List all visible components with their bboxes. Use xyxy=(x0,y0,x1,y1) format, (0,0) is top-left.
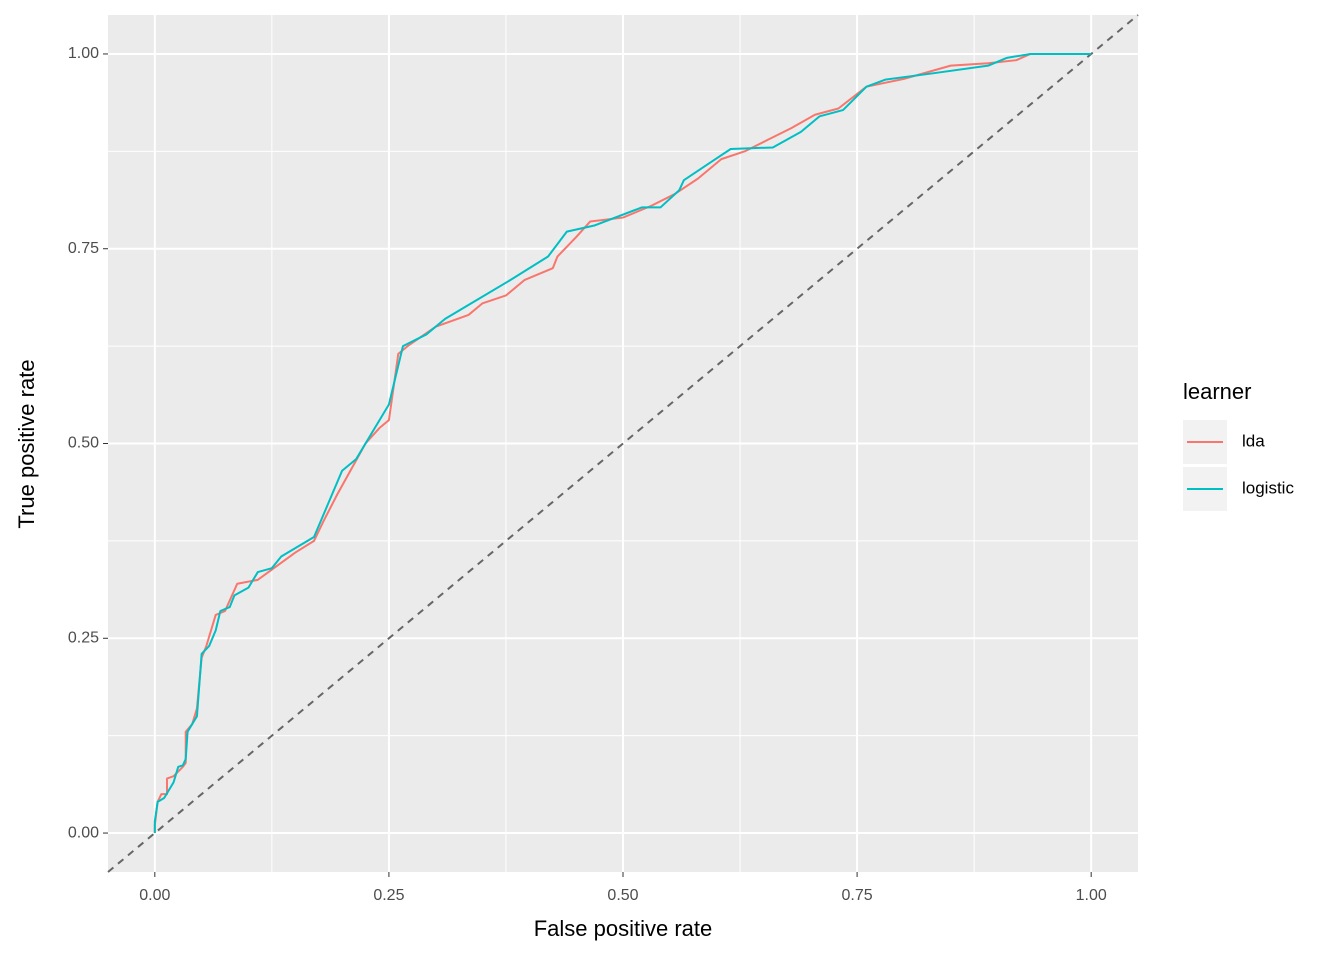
x-tick-label: 0.50 xyxy=(607,887,638,904)
y-axis-title: True positive rate xyxy=(14,359,39,528)
y-tick-label: 0.00 xyxy=(68,824,99,841)
x-tick-label: 0.75 xyxy=(842,887,873,904)
y-tick-label: 0.50 xyxy=(68,435,99,452)
diagonal-reference xyxy=(107,14,1139,873)
y-tick-label: 0.75 xyxy=(68,240,99,257)
legend-label: logistic xyxy=(1242,478,1294,497)
x-tick-label: 1.00 xyxy=(1076,887,1107,904)
y-tick-label: 0.25 xyxy=(68,629,99,646)
legend-title: learner xyxy=(1183,379,1251,404)
roc-line xyxy=(153,52,1092,834)
x-tick-label: 0.00 xyxy=(139,887,170,904)
x-tick-label: 0.25 xyxy=(373,887,404,904)
y-tick-label: 1.00 xyxy=(68,45,99,62)
legend-label: lda xyxy=(1242,431,1265,450)
x-axis-title: False positive rate xyxy=(534,916,713,941)
